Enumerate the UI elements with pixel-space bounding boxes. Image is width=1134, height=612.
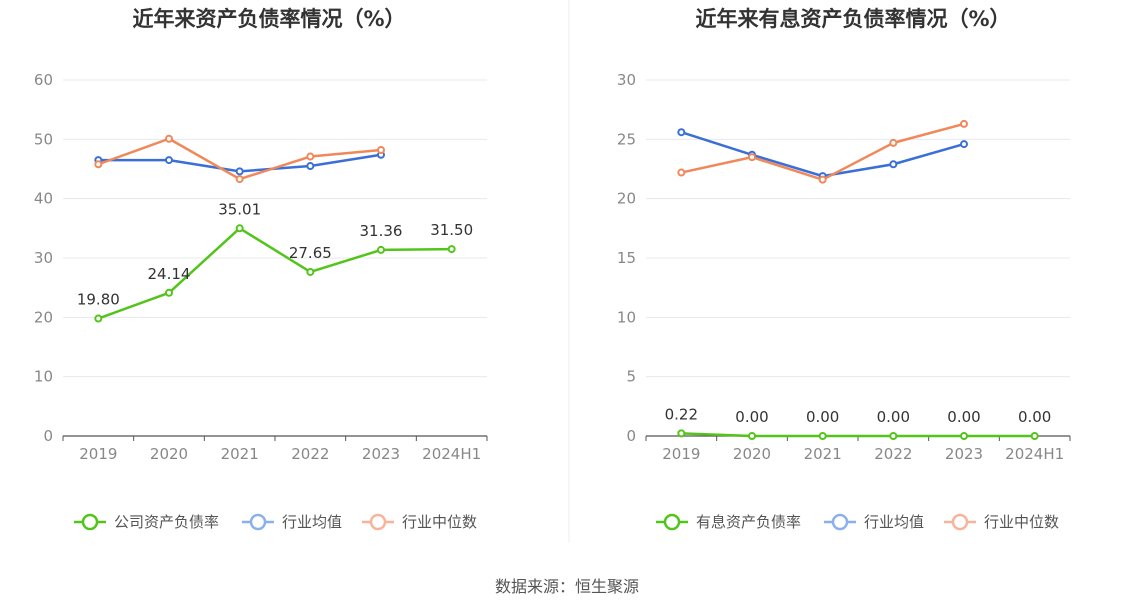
data-label: 0.00 <box>1018 408 1051 426</box>
data-label: 0.00 <box>947 408 980 426</box>
legend-label: 行业中位数 <box>984 513 1059 531</box>
y-tick-label: 30 <box>617 71 636 89</box>
data-point-2 <box>889 138 898 147</box>
x-tick-label: 2019 <box>79 445 117 463</box>
x-tick-label: 2022 <box>291 445 329 463</box>
legend-swatch-marker <box>831 513 849 531</box>
x-tick-label: 2020 <box>150 445 188 463</box>
data-point-1 <box>235 167 244 176</box>
data-point-0 <box>960 432 968 440</box>
data-point-2 <box>235 175 244 184</box>
data-label: 35.01 <box>218 200 261 218</box>
data-point-0 <box>1030 432 1039 440</box>
legend-label: 行业均值 <box>864 513 924 531</box>
data-point-2 <box>94 160 103 169</box>
data-point-2 <box>306 152 315 161</box>
data-point-2 <box>377 146 385 155</box>
data-label: 0.22 <box>665 405 698 423</box>
data-point-1 <box>165 156 173 165</box>
data-point-0 <box>889 432 898 440</box>
data-point-0 <box>306 267 315 276</box>
legend-label: 行业均值 <box>282 513 342 531</box>
x-tick-label: 2024H1 <box>422 445 481 463</box>
y-tick-label: 60 <box>34 71 53 89</box>
legend-swatch-marker <box>369 513 387 531</box>
y-tick-label: 30 <box>34 249 53 267</box>
data-point-1 <box>960 140 968 149</box>
data-point-2 <box>677 168 686 177</box>
series-line-2 <box>681 122 965 181</box>
x-tick-label: 2024H1 <box>1005 445 1064 463</box>
x-tick-label: 2023 <box>362 445 400 463</box>
x-tick-label: 2023 <box>945 445 983 463</box>
y-tick-label: 25 <box>617 130 636 148</box>
data-point-0 <box>748 432 756 440</box>
legend-label: 行业中位数 <box>402 513 477 531</box>
legend-swatch-marker <box>663 513 681 531</box>
data-point-2 <box>960 119 968 128</box>
data-point-0 <box>818 432 827 440</box>
data-label: 27.65 <box>289 244 332 262</box>
asset-liability-ratio-chart: 近年来资产负债率情况（%） 0 10 20 30 40 50 60 2019 2020 2021 20… <box>34 7 488 531</box>
legend-swatch-marker <box>81 513 99 531</box>
legend-label: 公司资产负债率 <box>114 513 219 531</box>
y-tick-label: 20 <box>34 308 53 326</box>
data-point-0 <box>377 245 385 254</box>
data-point-1 <box>677 128 686 137</box>
x-tick-label: 2021 <box>804 445 842 463</box>
y-tick-label: 10 <box>617 308 636 326</box>
x-tick-label: 2020 <box>733 445 771 463</box>
data-label: 0.00 <box>806 408 839 426</box>
data-point-2 <box>165 134 173 143</box>
data-point-0 <box>677 429 686 438</box>
x-tick-label: 2021 <box>221 445 259 463</box>
data-label: 31.50 <box>430 221 473 239</box>
y-tick-label: 10 <box>34 368 53 386</box>
data-point-0 <box>235 224 244 233</box>
data-point-0 <box>447 245 456 254</box>
series-line-0 <box>681 432 1035 438</box>
data-point-0 <box>165 288 173 297</box>
data-point-0 <box>94 314 103 323</box>
data-label: 31.36 <box>360 222 403 240</box>
x-tick-label: 2019 <box>662 445 700 463</box>
legend-swatch-marker <box>249 513 267 531</box>
data-point-1 <box>889 160 898 169</box>
data-point-2 <box>818 175 827 184</box>
y-tick-label: 50 <box>34 130 53 148</box>
y-tick-label: 15 <box>617 249 636 267</box>
x-tick-label: 2022 <box>874 445 912 463</box>
chart-title: 近年来有息资产负债率情况（%） <box>695 7 1010 31</box>
data-label: 0.00 <box>877 408 910 426</box>
legend-swatch-marker <box>951 513 969 531</box>
series-line-0 <box>97 227 452 320</box>
chart-title: 近年来资产负债率情况（%） <box>132 7 405 31</box>
data-point-1 <box>306 162 315 171</box>
data-label: 0.00 <box>735 408 768 426</box>
y-tick-label: 20 <box>617 190 636 208</box>
data-point-2 <box>748 153 756 162</box>
data-source: 数据来源：恒生聚源 <box>495 577 639 596</box>
interest-bearing-liability-ratio-chart: 近年来有息资产负债率情况（%） 0 5 10 15 20 25 30 2019 2020 2021 2… <box>617 7 1071 531</box>
legend-label: 有息资产负债率 <box>696 513 801 531</box>
series-line-1 <box>680 131 965 178</box>
data-label: 19.80 <box>77 291 120 309</box>
y-tick-label: 5 <box>626 368 636 386</box>
y-tick-label: 0 <box>43 427 53 445</box>
y-tick-label: 0 <box>626 427 636 445</box>
y-tick-label: 40 <box>34 190 53 208</box>
data-label: 24.14 <box>148 265 191 283</box>
